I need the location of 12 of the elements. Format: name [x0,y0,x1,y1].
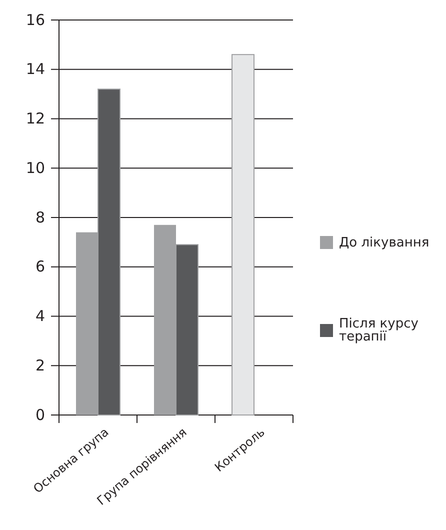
y-tick-label: 12 [26,110,45,128]
y-tick-label: 4 [35,307,45,326]
legend-label: Після курсу терапії [339,316,419,345]
y-tick-label: 2 [35,356,45,374]
y-tick-label: 14 [26,60,45,78]
legend-label: До лікування [339,236,430,251]
y-tick-label: 8 [35,208,45,226]
y-tick-label: 16 [26,10,45,29]
y-tick-label: 6 [35,258,45,276]
y-tick-label: 10 [26,158,45,177]
bar [232,54,254,416]
y-tick-label: 0 [35,406,45,424]
